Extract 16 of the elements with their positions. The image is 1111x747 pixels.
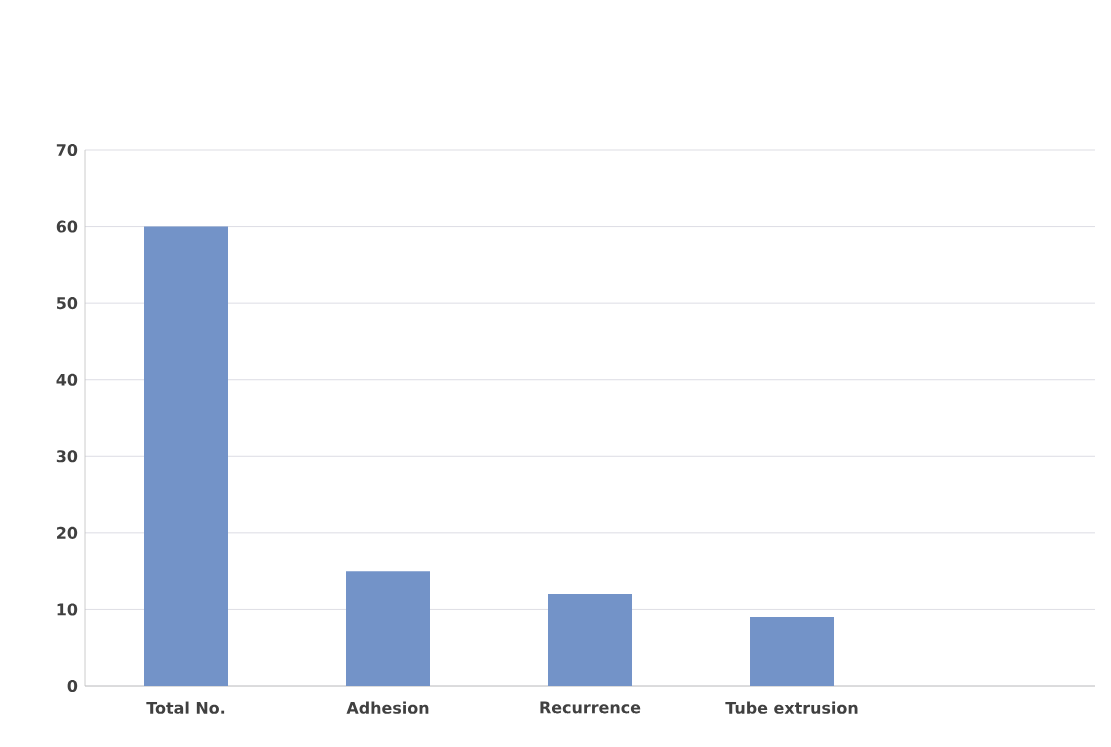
bar [144, 226, 228, 686]
y-tick-label: 20 [57, 526, 78, 539]
bar [548, 594, 633, 686]
x-tick-label: Recurrence [540, 701, 641, 714]
y-tick-label: 40 [56, 373, 78, 386]
y-tick-label: 70 [56, 143, 78, 157]
y-tick-label: 60 [56, 220, 78, 233]
bar [346, 571, 430, 686]
y-tick-label: 50 [57, 297, 78, 310]
x-tick-label: Total No. [146, 701, 225, 714]
y-tick-label: 30 [56, 450, 78, 463]
y-tick-label: 0 [67, 679, 78, 693]
y-tick-label: 10 [57, 603, 78, 616]
x-tick-label: Tube extrusion [725, 701, 858, 714]
x-tick-label: Adhesion [346, 701, 429, 714]
bar [750, 617, 835, 686]
